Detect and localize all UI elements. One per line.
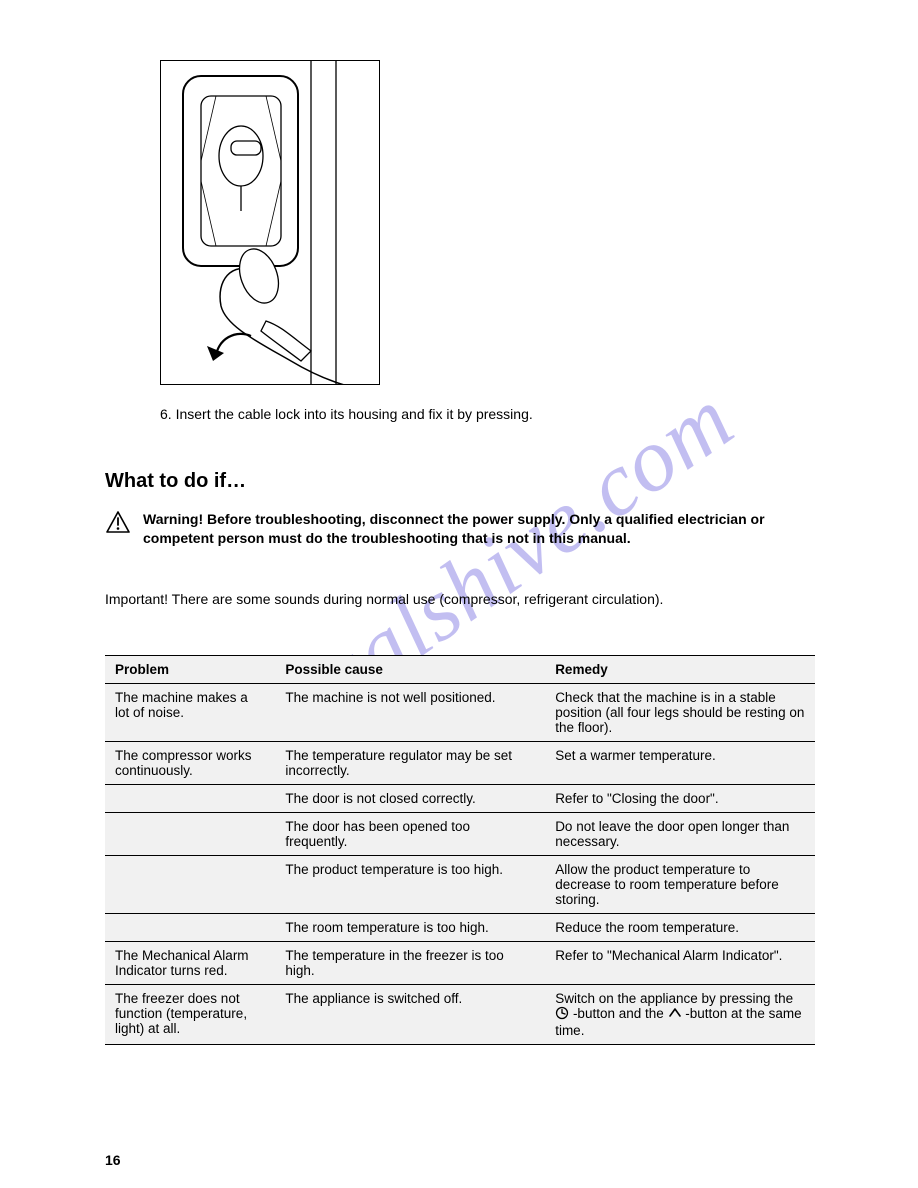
cell-cause: The door has been opened too frequently. xyxy=(275,813,545,856)
cell-remedy: Refer to "Mechanical Alarm Indicator". xyxy=(545,942,815,985)
cell-cause: The product temperature is too high. xyxy=(275,856,545,914)
cell-cause: The temperature regulator may be set inc… xyxy=(275,742,545,785)
warning-row: Warning! Before troubleshooting, disconn… xyxy=(105,510,815,548)
cell-remedy: Do not leave the door open longer than n… xyxy=(545,813,815,856)
cell-remedy: Set a warmer temperature. xyxy=(545,742,815,785)
table-header-row: Problem Possible cause Remedy xyxy=(105,656,815,684)
important-note: Important! There are some sounds during … xyxy=(105,590,815,609)
table-row: The room temperature is too high. Reduce… xyxy=(105,914,815,942)
cell-cause: The machine is not well positioned. xyxy=(275,684,545,742)
cell-cause: The temperature in the freezer is too hi… xyxy=(275,942,545,985)
cell-problem xyxy=(105,914,275,942)
cell-problem: The machine makes a lot of noise. xyxy=(105,684,275,742)
cell-remedy: Reduce the room temperature. xyxy=(545,914,815,942)
cell-cause: The door is not closed correctly. xyxy=(275,785,545,813)
cell-remedy: Switch on the appliance by pressing the … xyxy=(545,985,815,1045)
table-row: The Mechanical Alarm Indicator turns red… xyxy=(105,942,815,985)
door-lock-illustration xyxy=(161,61,380,385)
table-row: The compressor works continuously. The t… xyxy=(105,742,815,785)
caret-up-icon xyxy=(668,1006,682,1023)
table-row: The product temperature is too high. All… xyxy=(105,856,815,914)
cell-problem: The Mechanical Alarm Indicator turns red… xyxy=(105,942,275,985)
warning-icon xyxy=(105,510,131,539)
cell-problem xyxy=(105,813,275,856)
troubleshooting-table: Problem Possible cause Remedy The machin… xyxy=(105,655,815,1045)
table-row: The machine makes a lot of noise. The ma… xyxy=(105,684,815,742)
remedy-text-part: -button and the xyxy=(569,1006,667,1021)
cell-problem: The compressor works continuously. xyxy=(105,742,275,785)
cell-cause: The appliance is switched off. xyxy=(275,985,545,1045)
header-remedy: Remedy xyxy=(545,656,815,684)
instruction-figure xyxy=(160,60,380,385)
section-title: What to do if… xyxy=(105,470,246,493)
header-problem: Problem xyxy=(105,656,275,684)
remedy-text-part: Switch on the appliance by pressing the xyxy=(555,991,793,1006)
instruction-step: 6. Insert the cable lock into its housin… xyxy=(160,405,560,424)
table-row: The door has been opened too frequently.… xyxy=(105,813,815,856)
table-row: The freezer does not function (temperatu… xyxy=(105,985,815,1045)
cell-problem xyxy=(105,856,275,914)
table-row: The door is not closed correctly. Refer … xyxy=(105,785,815,813)
cell-problem: The freezer does not function (temperatu… xyxy=(105,985,275,1045)
page-number: 16 xyxy=(105,1152,121,1168)
cell-remedy: Check that the machine is in a stable po… xyxy=(545,684,815,742)
cell-remedy: Refer to "Closing the door". xyxy=(545,785,815,813)
warning-text: Warning! Before troubleshooting, disconn… xyxy=(143,510,815,548)
header-cause: Possible cause xyxy=(275,656,545,684)
clock-icon xyxy=(555,1006,569,1023)
cell-remedy: Allow the product temperature to decreas… xyxy=(545,856,815,914)
cell-cause: The room temperature is too high. xyxy=(275,914,545,942)
cell-problem xyxy=(105,785,275,813)
